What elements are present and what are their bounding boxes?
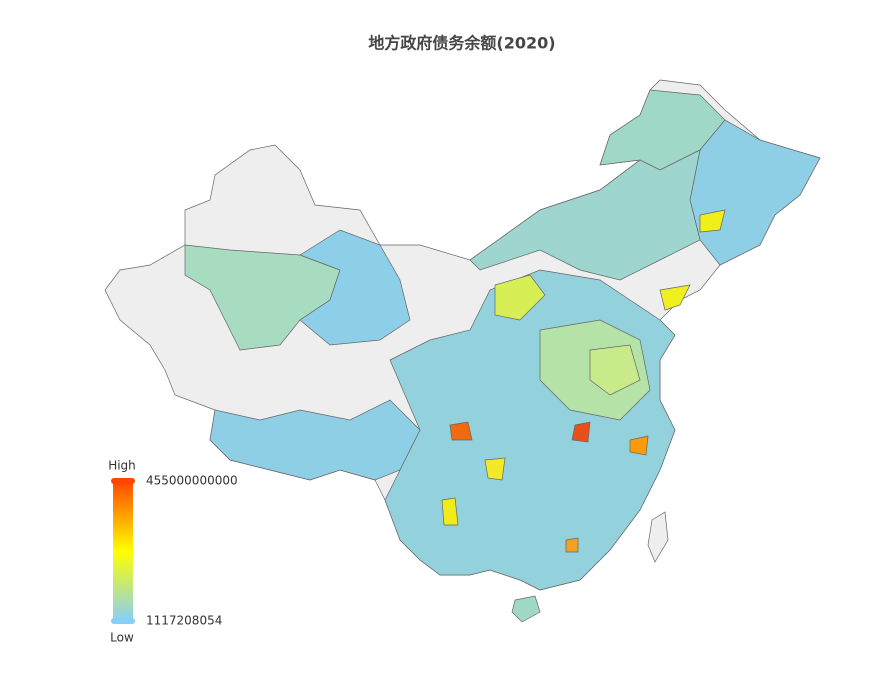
region	[469, 149, 701, 281]
region	[441, 497, 459, 526]
region	[629, 435, 649, 456]
region	[484, 457, 506, 481]
region	[571, 421, 591, 443]
region	[699, 209, 726, 233]
visual-map-high-label: High	[108, 459, 136, 473]
region	[494, 274, 546, 321]
visual-map-min-label: 1117208054	[146, 614, 222, 628]
chart-title: 地方政府债务余额(2020)	[368, 34, 555, 53]
region	[565, 537, 579, 553]
region	[299, 229, 411, 346]
region	[647, 511, 669, 563]
visual-map-low-label: Low	[110, 631, 134, 645]
region	[449, 421, 473, 441]
visual-map-handle[interactable]	[111, 618, 135, 624]
visual-map-max-label: 455000000000	[146, 474, 238, 488]
region	[589, 344, 641, 396]
region	[184, 244, 341, 351]
china-map	[104, 79, 821, 623]
region	[659, 284, 691, 311]
visual-map-handle[interactable]	[111, 478, 135, 484]
region	[689, 119, 821, 266]
region	[209, 399, 421, 481]
visual-map: High Low 455000000000 1117208054	[108, 459, 237, 645]
visual-map-bar[interactable]	[113, 480, 133, 622]
region	[511, 595, 541, 623]
